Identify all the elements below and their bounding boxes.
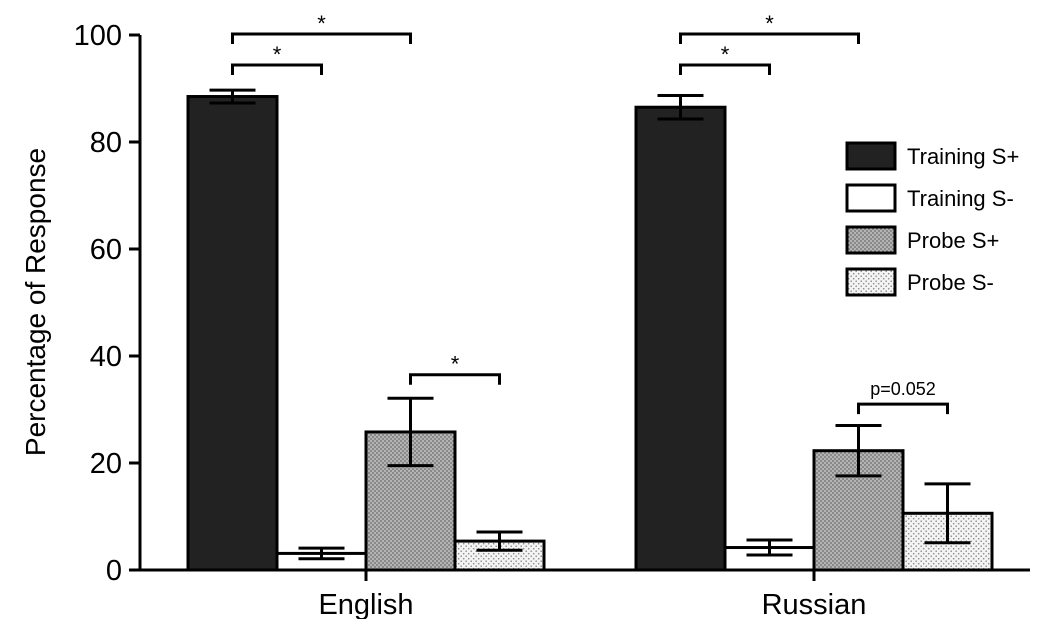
x-tick-label: Russian <box>762 589 867 619</box>
legend-swatch <box>845 183 897 213</box>
bar <box>186 95 279 572</box>
legend-swatch <box>845 225 897 255</box>
significance-label: * <box>317 11 326 36</box>
y-axis-label: Percentage of Response <box>20 148 51 456</box>
legend-swatch <box>845 141 897 171</box>
significance-bracket <box>231 32 412 44</box>
y-tick-label: 100 <box>74 20 122 52</box>
significance-label: * <box>451 352 460 377</box>
legend-label: Training S+ <box>907 144 1019 169</box>
plot-area: 0 20 40 60 80 100 English Russian * * * * * p=0.052 Tr… <box>74 11 1030 619</box>
significance-label: * <box>765 11 774 36</box>
significance-bracket <box>679 63 771 75</box>
legend-label: Probe S- <box>907 270 994 295</box>
y-tick-label: 80 <box>90 127 122 159</box>
bar <box>453 539 546 572</box>
y-tick-label: 20 <box>90 448 122 480</box>
bar <box>634 105 727 572</box>
x-tick-label: English <box>318 589 413 619</box>
legend-label: Training S- <box>907 186 1014 211</box>
y-tick-label: 40 <box>90 341 122 373</box>
significance-bracket <box>409 373 501 385</box>
legend-label: Probe S+ <box>907 228 999 253</box>
significance-bracket <box>857 402 949 415</box>
y-tick-label: 0 <box>106 555 122 587</box>
y-tick-label: 60 <box>90 234 122 266</box>
significance-bracket <box>679 32 860 44</box>
significance-label: p=0.052 <box>870 379 936 399</box>
significance-label: * <box>273 42 282 67</box>
significance-bracket <box>231 63 323 75</box>
legend-swatch <box>845 267 897 297</box>
significance-label: * <box>721 42 730 67</box>
